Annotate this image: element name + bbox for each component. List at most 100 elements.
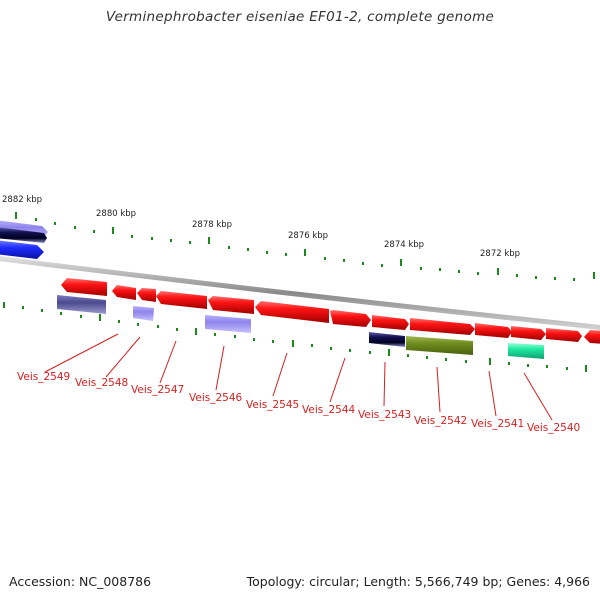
tick-minor — [93, 230, 95, 233]
leader-veis-2541 — [488, 370, 497, 417]
tick-minor — [285, 253, 287, 256]
lower-scale — [3, 302, 587, 372]
tick-major — [292, 340, 294, 347]
feature-top-darkblue — [0, 227, 47, 243]
gene-label-veis-2549: Veis_2549 — [17, 371, 70, 383]
leader-veis-2542 — [436, 366, 441, 413]
genome-backbone — [0, 256, 600, 330]
cds-veis-2548 — [112, 285, 136, 300]
cds-veis-2541 — [475, 323, 512, 338]
tick-major — [15, 212, 17, 219]
scale-label: 2880 kbp — [96, 209, 136, 219]
leader-veis-2548 — [105, 336, 141, 378]
gene-label-veis-2545: Veis_2545 — [246, 399, 299, 411]
tick-major — [585, 365, 587, 372]
gene-label-veis-2546: Veis_2546 — [189, 392, 243, 404]
tick-minor — [311, 344, 313, 347]
cds-veis-2549 — [61, 278, 107, 296]
cds-veis-2546b — [208, 296, 254, 314]
tick-minor — [458, 270, 460, 273]
tick-minor — [343, 259, 345, 262]
tick-minor — [22, 306, 24, 309]
tick-minor — [330, 347, 332, 350]
tick-minor — [247, 248, 249, 251]
tick-major — [388, 349, 390, 356]
tick-minor — [131, 235, 133, 238]
feature-slate — [57, 295, 106, 314]
tick-minor — [35, 218, 37, 221]
tick-minor — [465, 360, 467, 363]
tick-minor — [369, 351, 371, 354]
tick-minor — [157, 325, 159, 328]
feature-lavender-small — [133, 306, 154, 321]
leader-veis-2546 — [215, 345, 225, 391]
tick-minor — [426, 356, 428, 359]
tick-minor — [54, 222, 56, 225]
gene-label-veis-2547: Veis_2547 — [131, 384, 184, 396]
label-leaders — [44, 333, 553, 421]
tick-minor — [137, 323, 139, 326]
leader-veis-2543 — [383, 361, 386, 407]
tick-minor — [477, 272, 479, 275]
tick-major — [112, 227, 114, 234]
tick-major — [489, 358, 491, 365]
tick-minor — [566, 367, 568, 370]
tick-minor — [266, 251, 268, 254]
genome-summary-text: Topology: circular; Length: 5,566,749 bp… — [246, 574, 590, 589]
tick-minor — [74, 226, 76, 229]
cds-veis-2540 — [511, 326, 546, 340]
cds-veis-2544b — [372, 315, 409, 330]
leader-veis-2544 — [329, 357, 346, 403]
tick-major — [3, 302, 5, 308]
cds-right-2 — [584, 330, 600, 344]
tick-minor — [214, 333, 216, 336]
tick-minor — [324, 257, 326, 260]
tick-major — [99, 314, 101, 321]
scale-label: 2876 kbp — [288, 231, 328, 241]
cds-veis-2542a — [410, 318, 475, 335]
tick-minor — [234, 335, 236, 338]
tick-minor — [60, 312, 62, 315]
feature-lavender-wide — [205, 315, 251, 333]
tick-minor — [349, 349, 351, 352]
tick-minor — [554, 277, 556, 280]
tick-minor — [381, 264, 383, 267]
gene-label-veis-2543: Veis_2543 — [358, 409, 411, 421]
feature-darkblue-small — [369, 332, 405, 347]
cds-track — [61, 278, 600, 344]
upper-scale — [15, 212, 595, 281]
gene-label-veis-2544: Veis_2544 — [302, 404, 356, 416]
leader-veis-2549 — [44, 333, 119, 373]
leader-veis-2547 — [159, 340, 177, 384]
tick-minor — [176, 328, 178, 331]
feature-teal — [508, 343, 544, 359]
tick-minor — [253, 338, 255, 341]
tick-minor — [546, 365, 548, 368]
tick-major — [400, 259, 402, 266]
tick-minor — [170, 239, 172, 242]
tick-minor — [535, 276, 537, 279]
tick-minor — [439, 268, 441, 271]
cds-veis-2547 — [137, 288, 156, 302]
tick-minor — [573, 278, 575, 281]
tick-minor — [228, 246, 230, 249]
gene-label-veis-2542: Veis_2542 — [414, 415, 467, 427]
tick-major — [497, 268, 499, 275]
tick-minor — [118, 320, 120, 323]
map-title: Verminephrobacter eiseniae EF01-2, compl… — [105, 9, 495, 25]
cds-veis-2546a — [156, 291, 207, 309]
leader-veis-2540 — [523, 372, 553, 421]
tick-minor — [516, 274, 518, 277]
tick-minor — [80, 315, 82, 318]
tick-major — [304, 249, 306, 256]
gene-label-veis-2541: Veis_2541 — [471, 418, 524, 430]
tick-minor — [527, 364, 529, 367]
cds-veis-2544 — [330, 310, 371, 327]
tick-minor — [508, 362, 510, 365]
tick-minor — [362, 262, 364, 265]
feature-olive — [406, 336, 473, 355]
tick-major — [195, 328, 197, 335]
scale-label: 2874 kbp — [384, 240, 424, 250]
tick-major — [208, 237, 210, 244]
